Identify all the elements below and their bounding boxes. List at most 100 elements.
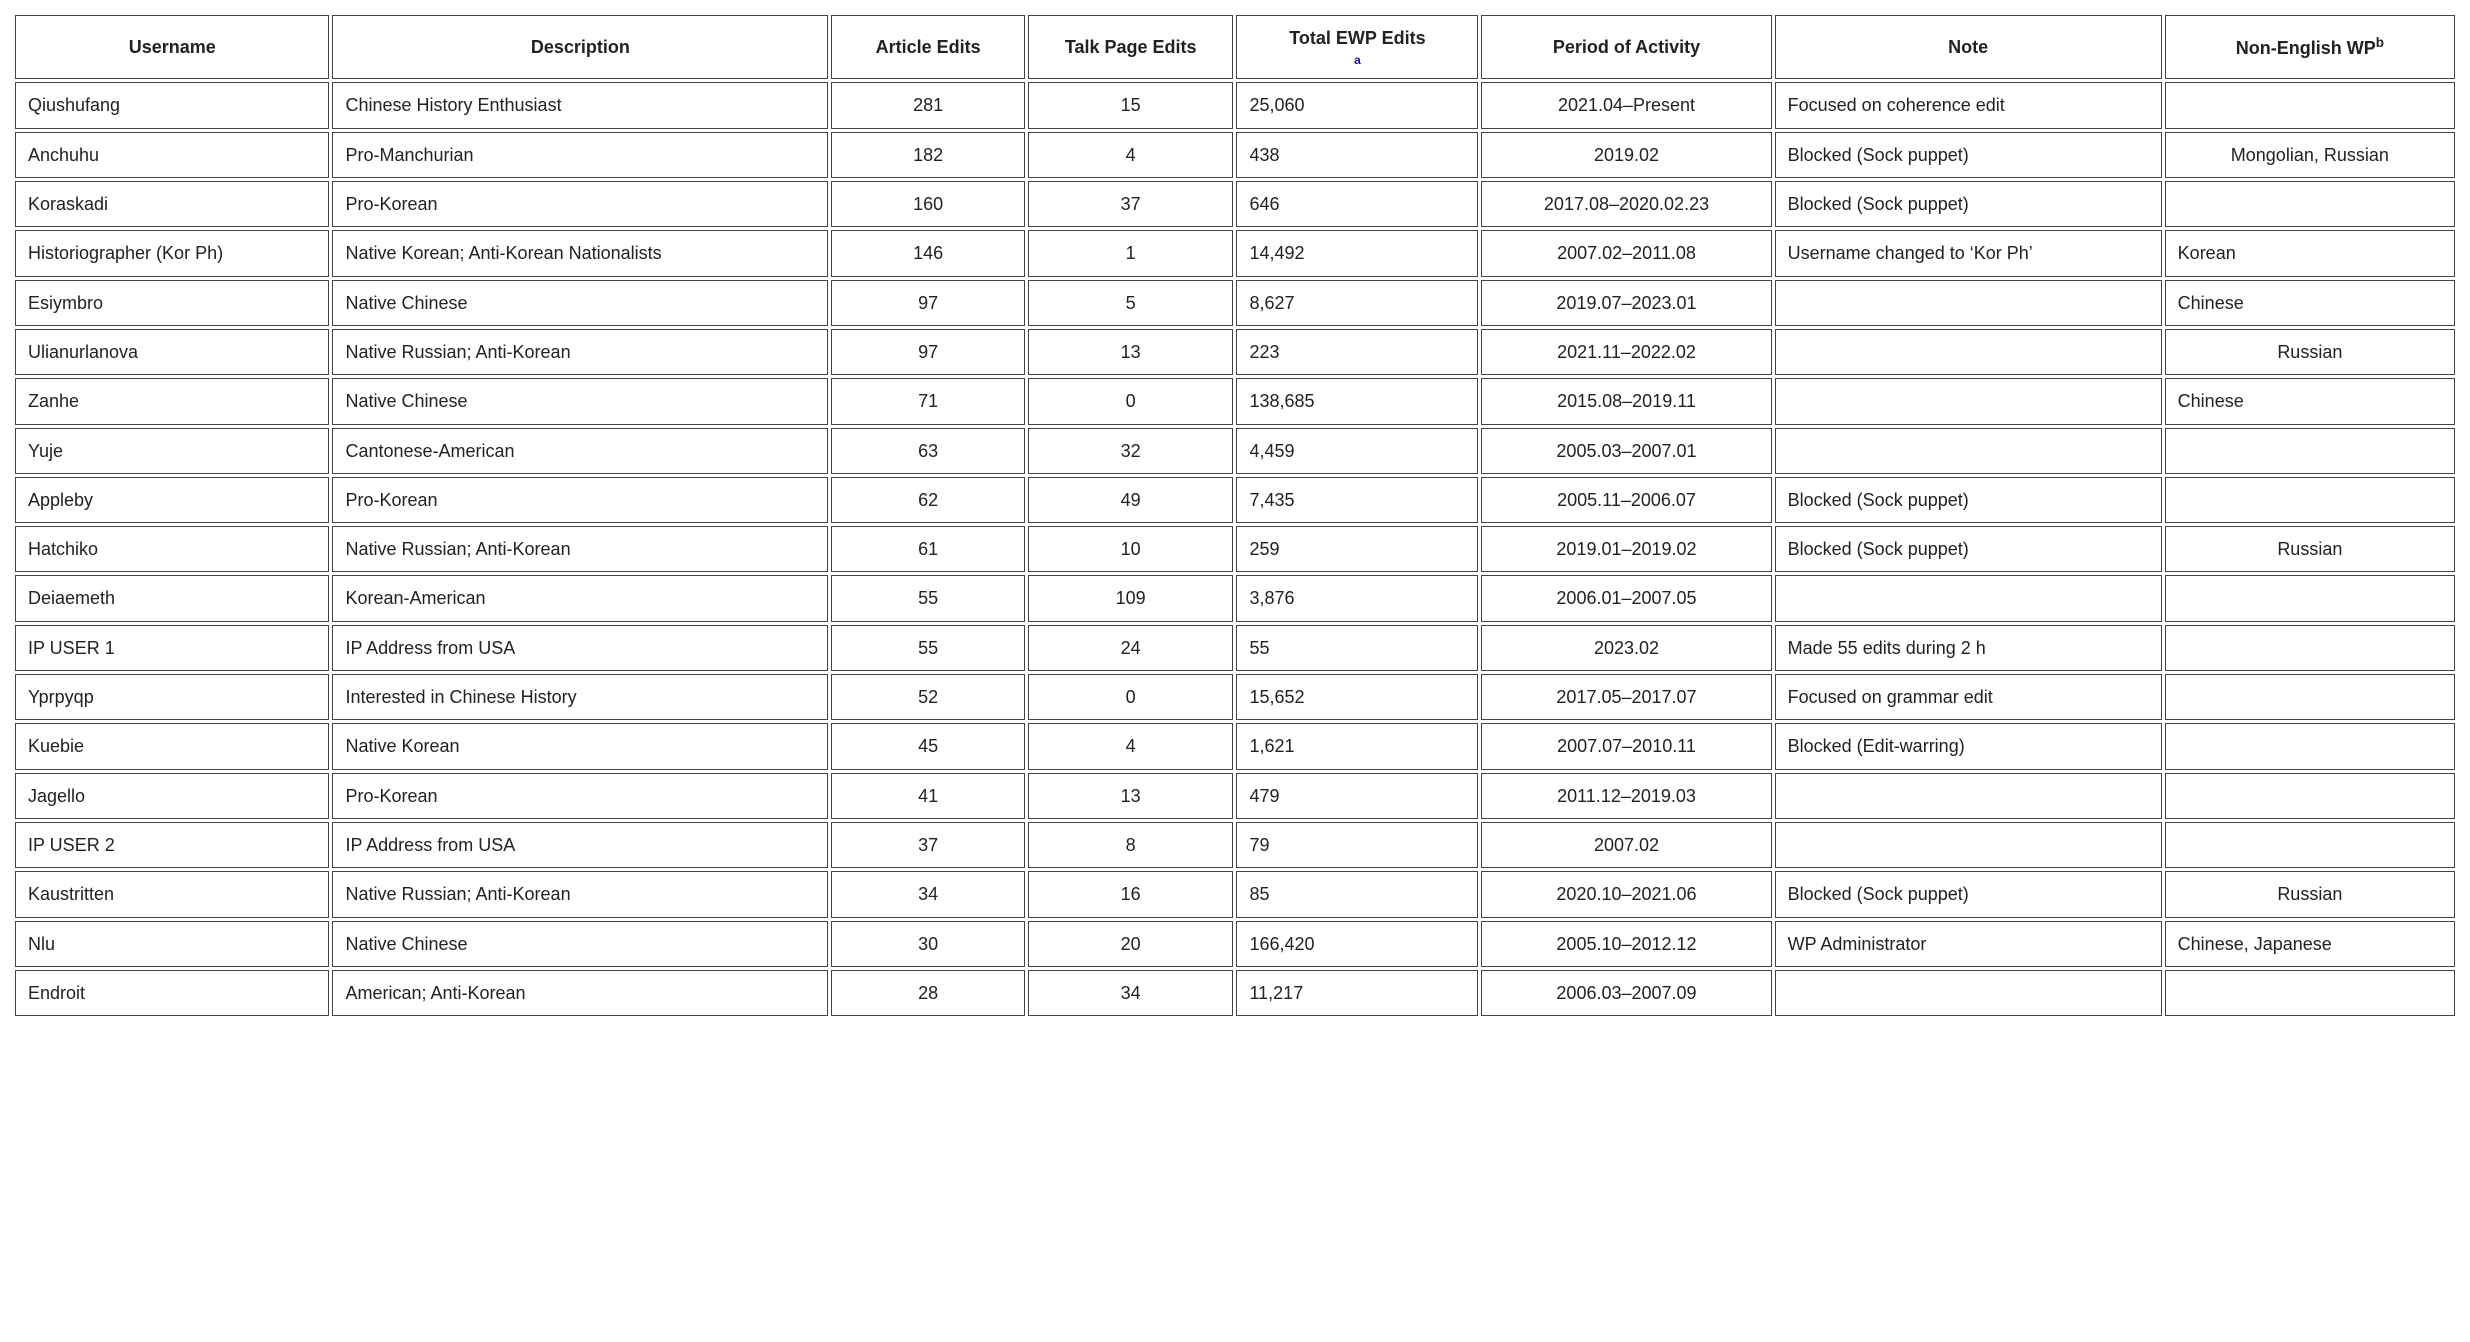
cell-total_edits: 4,459 [1236,428,1478,474]
cell-article_edits: 61 [831,526,1025,572]
cell-description: Native Russian; Anti-Korean [332,329,828,375]
cell-description: IP Address from USA [332,822,828,868]
cell-talk_edits: 37 [1028,181,1234,227]
cell-period: 2019.07–2023.01 [1481,280,1771,326]
cell-total_edits: 138,685 [1236,378,1478,424]
cell-non_english [2165,181,2455,227]
cell-username: Hatchiko [15,526,329,572]
table-row: YprpyqpInterested in Chinese History5201… [15,674,2455,720]
cell-total_edits: 14,492 [1236,230,1478,276]
cell-description: Native Chinese [332,378,828,424]
cell-note: Blocked (Sock puppet) [1775,477,2162,523]
cell-description: Chinese History Enthusiast [332,82,828,128]
cell-non_english [2165,625,2455,671]
table-body: QiushufangChinese History Enthusiast2811… [15,82,2455,1016]
cell-total_edits: 646 [1236,181,1478,227]
cell-period: 2015.08–2019.11 [1481,378,1771,424]
cell-note [1775,773,2162,819]
table-row: QiushufangChinese History Enthusiast2811… [15,82,2455,128]
table-row: ApplebyPro-Korean62497,4352005.11–2006.0… [15,477,2455,523]
cell-note: Username changed to ‘Kor Ph’ [1775,230,2162,276]
cell-note: Focused on grammar edit [1775,674,2162,720]
table-row: ZanheNative Chinese710138,6852015.08–201… [15,378,2455,424]
table-header: UsernameDescriptionArticle EditsTalk Pag… [15,15,2455,79]
cell-article_edits: 37 [831,822,1025,868]
table-row: Historiographer (Kor Ph)Native Korean; A… [15,230,2455,276]
cell-note: Blocked (Sock puppet) [1775,871,2162,917]
cell-username: Deiaemeth [15,575,329,621]
cell-non_english [2165,723,2455,769]
cell-article_edits: 97 [831,280,1025,326]
cell-article_edits: 63 [831,428,1025,474]
cell-talk_edits: 16 [1028,871,1234,917]
cell-non_english [2165,82,2455,128]
table-header-row: UsernameDescriptionArticle EditsTalk Pag… [15,15,2455,79]
cell-period: 2006.03–2007.09 [1481,970,1771,1016]
cell-talk_edits: 13 [1028,773,1234,819]
cell-article_edits: 160 [831,181,1025,227]
cell-period: 2021.11–2022.02 [1481,329,1771,375]
cell-note [1775,280,2162,326]
cell-talk_edits: 15 [1028,82,1234,128]
cell-description: Pro-Korean [332,773,828,819]
cell-non_english: Chinese, Japanese [2165,921,2455,967]
cell-talk_edits: 0 [1028,674,1234,720]
cell-article_edits: 30 [831,921,1025,967]
cell-talk_edits: 32 [1028,428,1234,474]
cell-talk_edits: 0 [1028,378,1234,424]
table-row: UlianurlanovaNative Russian; Anti-Korean… [15,329,2455,375]
cell-talk_edits: 13 [1028,329,1234,375]
cell-username: IP USER 2 [15,822,329,868]
cell-total_edits: 55 [1236,625,1478,671]
cell-total_edits: 438 [1236,132,1478,178]
cell-total_edits: 3,876 [1236,575,1478,621]
cell-note [1775,575,2162,621]
cell-username: IP USER 1 [15,625,329,671]
cell-description: American; Anti-Korean [332,970,828,1016]
cell-description: Native Korean; Anti-Korean Nationalists [332,230,828,276]
table-row: DeiaemethKorean-American551093,8762006.0… [15,575,2455,621]
cell-username: Historiographer (Kor Ph) [15,230,329,276]
cell-note: Blocked (Sock puppet) [1775,181,2162,227]
cell-description: Korean-American [332,575,828,621]
cell-non_english: Russian [2165,526,2455,572]
cell-description: Native Chinese [332,280,828,326]
footnote-link[interactable]: a [1249,52,1465,68]
cell-article_edits: 182 [831,132,1025,178]
cell-talk_edits: 109 [1028,575,1234,621]
cell-total_edits: 79 [1236,822,1478,868]
cell-article_edits: 28 [831,970,1025,1016]
cell-note: Blocked (Sock puppet) [1775,132,2162,178]
cell-note: Blocked (Sock puppet) [1775,526,2162,572]
cell-username: Jagello [15,773,329,819]
cell-total_edits: 479 [1236,773,1478,819]
cell-period: 2023.02 [1481,625,1771,671]
cell-period: 2017.05–2017.07 [1481,674,1771,720]
cell-description: Pro-Korean [332,477,828,523]
cell-username: Kaustritten [15,871,329,917]
cell-total_edits: 11,217 [1236,970,1478,1016]
cell-talk_edits: 24 [1028,625,1234,671]
cell-description: Native Russian; Anti-Korean [332,526,828,572]
cell-total_edits: 85 [1236,871,1478,917]
cell-article_edits: 71 [831,378,1025,424]
cell-period: 2007.07–2010.11 [1481,723,1771,769]
table-row: KaustrittenNative Russian; Anti-Korean34… [15,871,2455,917]
cell-username: Anchuhu [15,132,329,178]
cell-article_edits: 97 [831,329,1025,375]
table-row: KoraskadiPro-Korean160376462017.08–2020.… [15,181,2455,227]
cell-total_edits: 259 [1236,526,1478,572]
col-header-username: Username [15,15,329,79]
cell-description: Native Korean [332,723,828,769]
cell-username: Esiymbro [15,280,329,326]
cell-username: Koraskadi [15,181,329,227]
cell-talk_edits: 49 [1028,477,1234,523]
col-header-talk_edits: Talk Page Edits [1028,15,1234,79]
footnote-sup: b [2376,35,2384,50]
cell-period: 2005.11–2006.07 [1481,477,1771,523]
cell-total_edits: 7,435 [1236,477,1478,523]
table-row: KuebieNative Korean4541,6212007.07–2010.… [15,723,2455,769]
cell-username: Ulianurlanova [15,329,329,375]
cell-total_edits: 223 [1236,329,1478,375]
table-row: IP USER 1IP Address from USA5524552023.0… [15,625,2455,671]
